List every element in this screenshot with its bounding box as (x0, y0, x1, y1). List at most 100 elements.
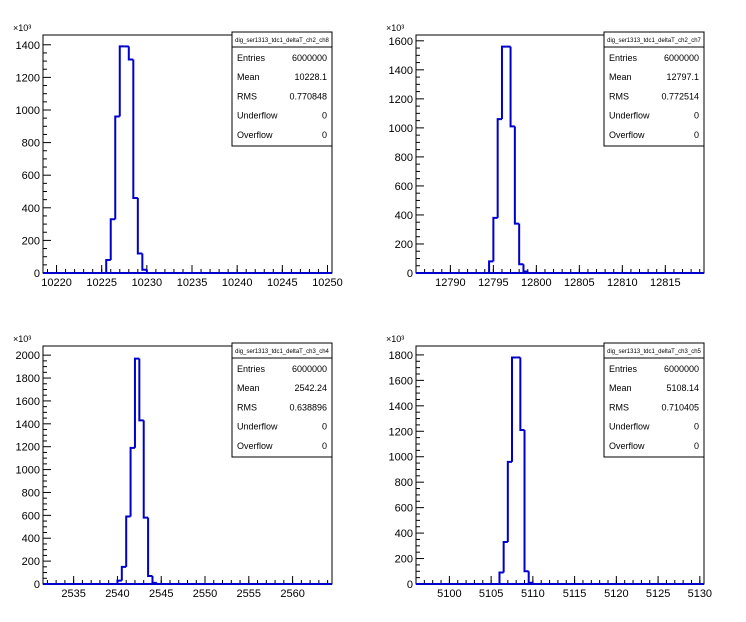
y-tick-label: 2000 (16, 350, 40, 362)
x-tick-label: 2540 (105, 588, 129, 600)
stats-value: 0 (694, 111, 699, 121)
x-tick-label: 2550 (193, 588, 217, 600)
histogram-bin (141, 253, 147, 271)
histogram-series (43, 45, 332, 274)
histogram-panel-bottom-left: 0 200 400 600 800 1000 1200 1400 1600 1800 2000 ×10… (13, 334, 333, 600)
histogram-bin (142, 420, 149, 519)
histogram-bin (133, 357, 140, 448)
stats-label: Underflow (237, 422, 278, 432)
histogram-bin (511, 356, 517, 462)
histogram-bin (513, 126, 520, 225)
x-tick-label: 2535 (61, 588, 85, 600)
stats-label: RMS (237, 91, 257, 101)
x-tick-label: 5115 (563, 588, 587, 600)
y-tick-label: 200 (22, 235, 40, 247)
stats-value: 6000000 (664, 53, 699, 63)
stats-label: Overflow (609, 130, 645, 140)
stats-label: Underflow (609, 111, 650, 121)
stats-box (231, 342, 333, 458)
y-tick-label: 400 (22, 203, 40, 215)
stats-value: 0 (322, 111, 327, 121)
x-tick-label: 12810 (607, 277, 638, 289)
x-tick-label: 12805 (564, 277, 595, 289)
y-tick-label: 1600 (16, 396, 40, 408)
y-exponent-label: ×10³ (386, 23, 404, 33)
histogram-bin (147, 517, 153, 577)
stats-value: 5108.14 (666, 383, 699, 393)
y-tick-label: 1200 (16, 442, 40, 454)
histogram-series (416, 356, 704, 585)
histogram-bin (116, 579, 122, 584)
x-tick-label: 5120 (604, 588, 628, 600)
y-tick-label: 1800 (389, 350, 413, 362)
stats-label: Underflow (237, 111, 278, 121)
stats-value: 0 (694, 422, 699, 432)
stats-label: Entries (609, 364, 638, 374)
y-tick-label: 400 (22, 533, 40, 545)
histogram-bin (136, 198, 143, 255)
histogram-bin (523, 430, 529, 573)
y-tick-label: 600 (22, 510, 40, 522)
y-tick-label: 1400 (16, 419, 40, 431)
y-tick-label: 800 (22, 138, 40, 150)
histogram-bin (125, 515, 131, 567)
x-tick-label: 10240 (222, 277, 253, 289)
x-tick-label: 2560 (280, 588, 304, 600)
stats-label: Overflow (237, 130, 273, 140)
y-tick-label: 200 (22, 556, 40, 568)
stats-value: 6000000 (664, 364, 699, 374)
x-tick-label: 12795 (478, 277, 509, 289)
histogram-bin (132, 59, 138, 200)
y-tick-label: 800 (395, 477, 413, 489)
y-tick-label: 1800 (16, 373, 40, 385)
x-tick-label: 5100 (437, 588, 461, 600)
y-tick-label: 1000 (16, 105, 40, 117)
x-tick-label: 10250 (312, 277, 343, 289)
histogram-panel-bottom-right: 0 200 400 600 800 1000 1200 1400 1600 1800 ×10³ 510… (386, 334, 712, 600)
histogram-bin (127, 46, 134, 61)
y-exponent-label: ×10³ (13, 23, 31, 33)
y-tick-label: 400 (395, 528, 413, 540)
y-tick-label: 0 (407, 579, 413, 591)
y-tick-label: 600 (395, 503, 413, 515)
x-tick-label: 5125 (646, 588, 670, 600)
stats-value: 0.772514 (661, 91, 699, 101)
histogram-bin (120, 565, 127, 581)
x-tick-label: 10230 (132, 277, 163, 289)
histogram-bin (509, 46, 515, 128)
histogram-panel-top-right: 0 200 400 600 800 1000 1200 1400 1600 ×10³ 12790 12… (386, 23, 705, 289)
histogram-bin (138, 358, 144, 422)
y-tick-label: 1200 (389, 426, 413, 438)
x-tick-label: 2555 (237, 588, 261, 600)
stats-value: 0 (694, 130, 699, 140)
x-tick-label: 10235 (177, 277, 208, 289)
stats-title: dig_ser1313_tdc1_deltaT_ch3_ch5 (607, 349, 701, 355)
y-tick-label: 0 (34, 268, 40, 280)
histogram-bin (527, 571, 533, 584)
y-tick-label: 1000 (389, 452, 413, 464)
histogram-series (43, 357, 332, 585)
stats-value: 6000000 (292, 364, 327, 374)
x-tick-label: 10220 (41, 277, 72, 289)
stats-box (603, 31, 705, 147)
stats-value: 0 (322, 422, 327, 432)
stats-box (603, 342, 705, 458)
histogram-bin (519, 357, 525, 431)
stats-box (231, 31, 333, 147)
stats-value: 12797.1 (666, 72, 699, 82)
stats-label: RMS (609, 91, 629, 101)
y-tick-label: 0 (34, 579, 40, 591)
y-tick-label: 400 (395, 210, 413, 222)
histogram-bin (498, 571, 504, 584)
stats-label: Entries (237, 364, 266, 374)
y-tick-label: 1400 (16, 40, 40, 52)
stats-title: dig_ser1313_tdc1_deltaT_ch2_ch7 (607, 38, 701, 44)
stats-value: 2542.24 (294, 383, 327, 393)
stats-label: Mean (237, 383, 260, 393)
x-tick-label: 5110 (521, 588, 545, 600)
x-tick-label: 10245 (267, 277, 298, 289)
histogram-bin (502, 541, 508, 573)
y-tick-label: 1400 (389, 65, 413, 77)
y-tick-label: 1200 (389, 94, 413, 106)
